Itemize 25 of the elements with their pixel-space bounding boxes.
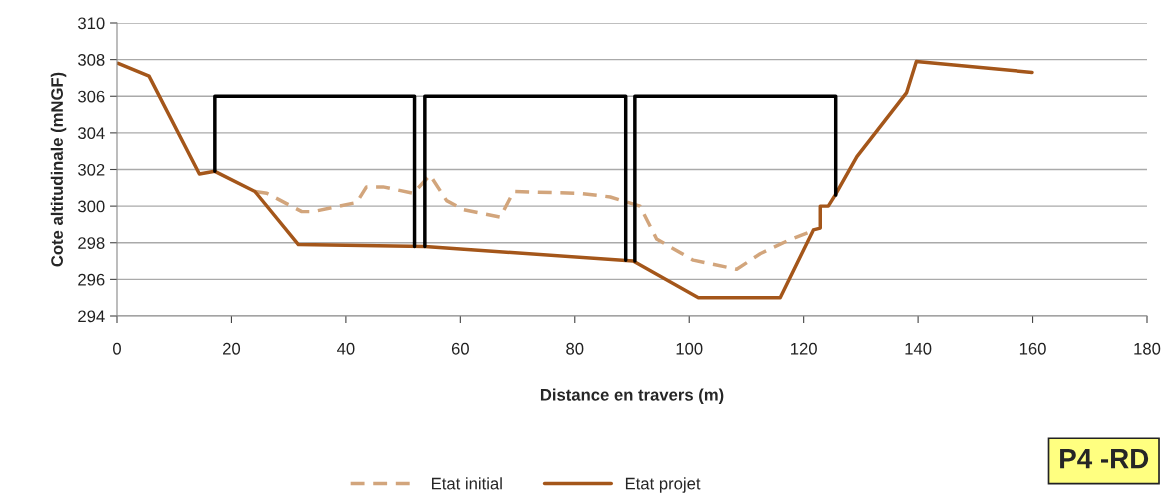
y-tick-label: 296 xyxy=(78,273,105,286)
x-tick-label: 40 xyxy=(337,342,355,355)
y-axis-title: Cote altitudinale (mNGF) xyxy=(50,72,67,267)
text: P4 -RD xyxy=(1060,449,1149,469)
y-tick-label: 300 xyxy=(78,200,105,213)
x-tick-label: 0 xyxy=(113,342,121,355)
legend-label: Etat initial xyxy=(432,477,502,490)
y-tick-label: 302 xyxy=(78,163,105,176)
y-tick-label: 306 xyxy=(78,90,105,103)
y-tick-label: 294 xyxy=(78,310,105,323)
y-tick-label: 304 xyxy=(78,127,105,140)
x-axis-title: Distance en travers (m) xyxy=(540,388,724,405)
y-tick-label: 310 xyxy=(78,17,105,30)
x-tick-label: 120 xyxy=(791,342,817,355)
line-series xyxy=(117,59,1034,300)
x-tick-label: 60 xyxy=(451,342,469,355)
x-tick-label: 20 xyxy=(223,342,241,355)
x-tick-label: 180 xyxy=(1134,342,1161,355)
x-tick-label: 140 xyxy=(905,342,932,355)
x-tick-label: 100 xyxy=(676,342,703,355)
y-tick-label: 298 xyxy=(78,237,105,249)
x-tick-label: 160 xyxy=(1019,342,1046,355)
legend-label: Etat projet xyxy=(625,477,701,493)
y-tick-label: 308 xyxy=(78,54,105,66)
x-tick-label: 80 xyxy=(566,342,584,355)
